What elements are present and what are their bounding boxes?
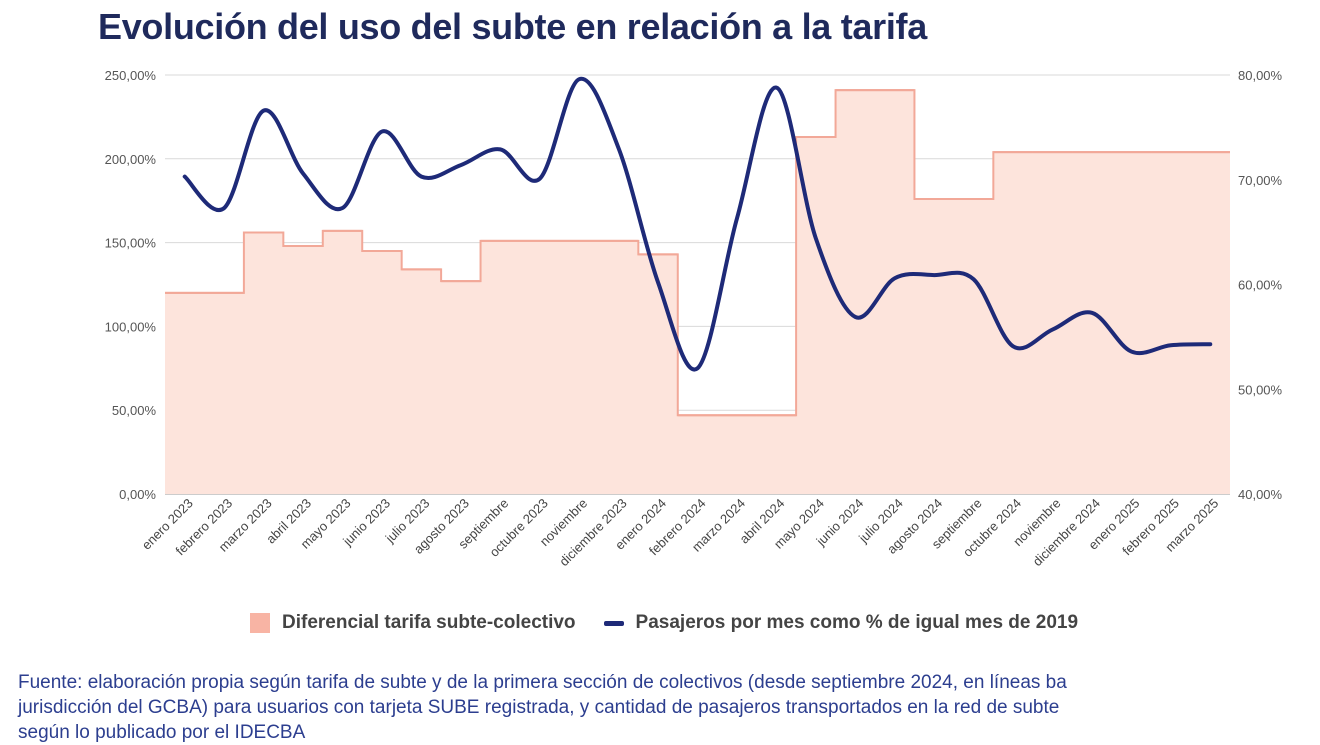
legend-item-bars: Diferencial tarifa subte-colectivo [250,612,576,634]
tariff-area-fill [165,90,1230,494]
left-tick-label: 0,00% [119,487,156,502]
source-line-2: jurisdicción del GCBA) para usuarios con… [18,697,1059,718]
left-tick-label: 50,00% [112,403,157,418]
legend-item-line: Pasajeros por mes como % de igual mes de… [604,612,1078,634]
legend: Diferencial tarifa subte-colectivo Pasaj… [250,612,1106,634]
legend-label-bars: Diferencial tarifa subte-colectivo [282,612,576,634]
left-tick-label: 200,00% [105,152,157,167]
source-line-3: según lo publicado por el IDECBA [18,722,305,743]
right-axis-ticks: 40,00% 50,00% 60,00% 70,00% 80,00% [1238,68,1283,502]
left-tick-label: 150,00% [105,236,157,251]
source-line-1: Fuente: elaboración propia según tarifa … [18,672,1067,693]
right-tick-label: 70,00% [1238,173,1283,188]
right-tick-label: 60,00% [1238,278,1283,293]
source-note: Fuente: elaboración propia según tarifa … [18,670,1320,745]
left-tick-label: 100,00% [105,319,157,334]
legend-swatch-line [604,621,624,626]
right-tick-label: 80,00% [1238,68,1283,83]
left-axis-ticks: 0,00% 50,00% 100,00% 150,00% 200,00% 250,00% [105,68,157,502]
legend-swatch-area [250,613,270,633]
right-tick-label: 50,00% [1238,382,1283,397]
chart: 0,00%50,00%100,00%150,00%200,00%250,00% … [0,0,1320,610]
legend-label-line: Pasajeros por mes como % de igual mes de… [636,612,1078,634]
tariff-area-series [165,90,1230,494]
left-tick-label: 250,00% [105,68,157,83]
right-tick-label: 40,00% [1238,487,1283,502]
